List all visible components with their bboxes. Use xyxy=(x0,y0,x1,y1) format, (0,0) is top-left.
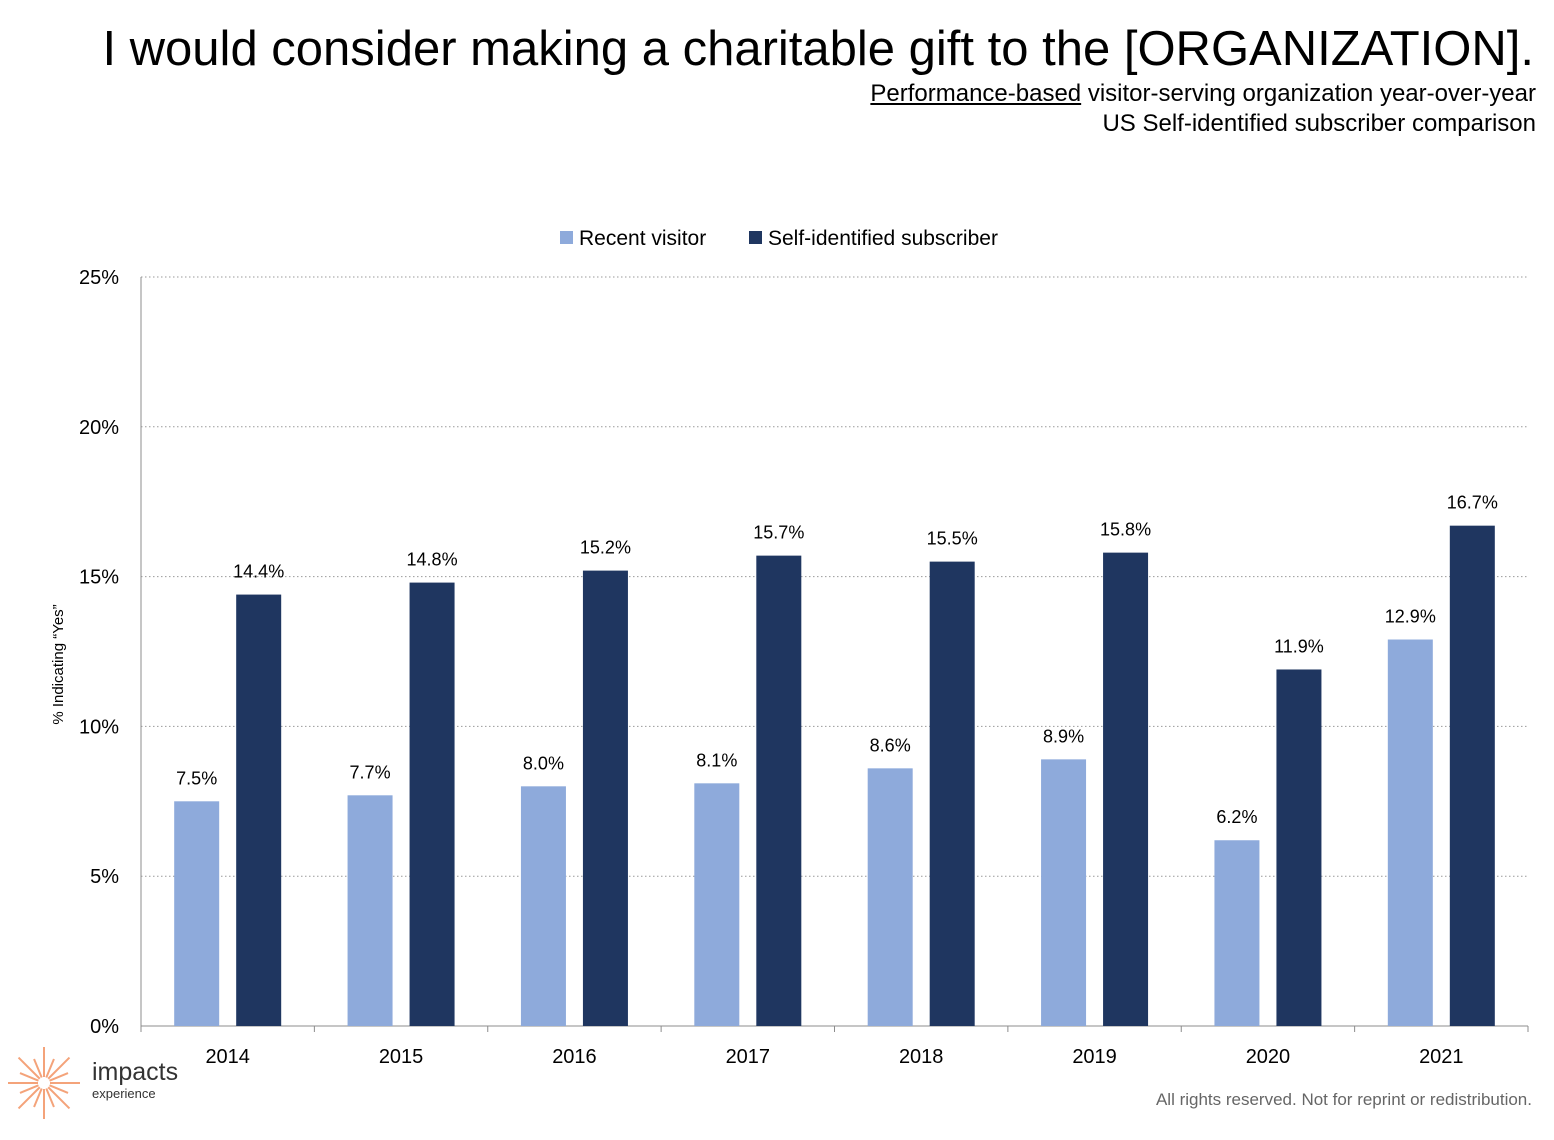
data-label: 12.9% xyxy=(1385,607,1436,627)
subtitle-underlined: Performance-based xyxy=(870,80,1082,107)
x-tick-label: 2019 xyxy=(1072,1046,1117,1068)
sunburst-ray xyxy=(49,1084,69,1094)
sunburst-ray xyxy=(47,1056,71,1080)
bar-subscriber xyxy=(756,555,802,1026)
bar-recent-visitor xyxy=(1214,840,1260,1026)
sunburst-icon xyxy=(8,1047,80,1119)
x-tick-label: 2014 xyxy=(205,1046,250,1068)
bar-subscriber xyxy=(236,594,282,1026)
sunburst-ray xyxy=(19,1072,39,1082)
data-label: 15.5% xyxy=(927,529,978,549)
data-label: 16.7% xyxy=(1447,493,1498,513)
chart-subtitle-line2: US Self-identified subscriber comparison xyxy=(1102,110,1536,137)
legend-label-recent-visitor: Recent visitor xyxy=(579,227,706,250)
data-label: 8.0% xyxy=(523,753,564,773)
x-tick-label: 2015 xyxy=(379,1046,424,1068)
x-tick-label: 2017 xyxy=(726,1046,771,1068)
x-tick-label: 2016 xyxy=(552,1046,597,1068)
bar-subscriber xyxy=(409,582,455,1026)
sunburst-ray xyxy=(17,1056,41,1080)
bar-recent-visitor xyxy=(694,783,740,1026)
sunburst-ray xyxy=(49,1072,69,1082)
subtitle-rest: visitor-serving organization year-over-y… xyxy=(1081,80,1536,107)
bar-recent-visitor xyxy=(347,795,393,1026)
chart-title: I would consider making a charitable gif… xyxy=(102,22,1534,76)
data-label: 8.1% xyxy=(696,750,737,770)
sunburst-ray xyxy=(47,1086,71,1110)
legend-swatch-subscriber xyxy=(749,231,762,244)
sunburst-ray xyxy=(33,1058,43,1078)
data-label: 8.6% xyxy=(870,735,911,755)
data-label: 15.7% xyxy=(753,523,804,543)
logo-tagline: experience xyxy=(92,1086,156,1101)
data-label: 14.4% xyxy=(233,562,284,582)
bar-subscriber xyxy=(929,561,975,1026)
y-tick-label: 20% xyxy=(79,417,119,439)
chart-subtitle: Performance-based visitor-serving organi… xyxy=(870,80,1536,108)
x-tick-label: 2021 xyxy=(1419,1046,1464,1068)
data-label: 7.7% xyxy=(350,762,391,782)
y-tick-label: 25% xyxy=(79,267,119,289)
y-tick-label: 5% xyxy=(90,866,119,888)
bar-recent-visitor xyxy=(867,768,913,1026)
data-label: 11.9% xyxy=(1274,636,1324,656)
x-tick-label: 2020 xyxy=(1246,1046,1291,1068)
sunburst-ray xyxy=(19,1084,39,1094)
y-axis-label: % Indicating “Yes” xyxy=(50,604,67,724)
y-tick-label: 0% xyxy=(90,1016,119,1038)
bar-recent-visitor xyxy=(1041,759,1087,1026)
bar-subscriber xyxy=(1449,525,1495,1026)
bar-subscriber xyxy=(1276,669,1322,1026)
x-tick-label: 2018 xyxy=(899,1046,944,1068)
y-tick-label: 10% xyxy=(79,716,119,738)
legend-label-subscriber: Self-identified subscriber xyxy=(768,227,998,250)
data-label: 14.8% xyxy=(407,550,458,570)
logo-name: impacts xyxy=(92,1058,179,1086)
sunburst-ray xyxy=(33,1088,43,1108)
footer-copyright: All rights reserved. Not for reprint or … xyxy=(1155,1090,1532,1109)
bar-subscriber xyxy=(582,570,628,1026)
bar-subscriber xyxy=(1103,552,1149,1026)
bar-recent-visitor xyxy=(520,786,566,1026)
data-label: 6.2% xyxy=(1216,807,1257,827)
bar-recent-visitor xyxy=(1387,639,1433,1026)
data-label: 15.2% xyxy=(580,538,631,558)
sunburst-ray xyxy=(45,1058,55,1078)
legend-swatch-recent-visitor xyxy=(560,231,573,244)
bar-recent-visitor xyxy=(174,801,220,1026)
data-label: 15.8% xyxy=(1100,520,1151,540)
y-tick-label: 15% xyxy=(79,567,119,589)
data-label: 7.5% xyxy=(176,768,217,788)
data-label: 8.9% xyxy=(1043,726,1084,746)
sunburst-ray xyxy=(45,1088,55,1108)
sunburst-ray xyxy=(17,1086,41,1110)
